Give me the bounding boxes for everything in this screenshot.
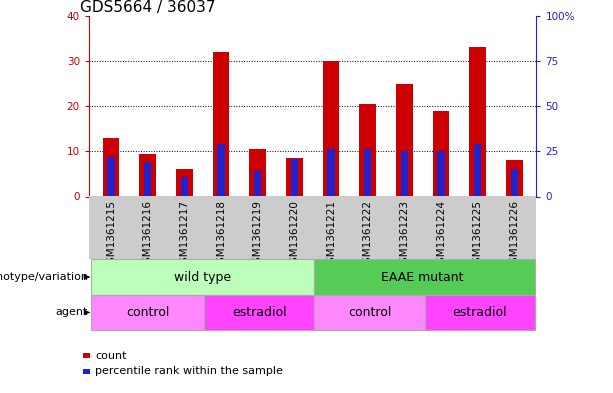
Text: GSM1361224: GSM1361224: [436, 200, 446, 270]
Text: agent: agent: [56, 307, 88, 318]
Text: genotype/variation: genotype/variation: [0, 272, 88, 282]
Text: GSM1361221: GSM1361221: [326, 200, 336, 270]
Bar: [511, 169, 518, 196]
Bar: [437, 151, 444, 196]
Text: GSM1361216: GSM1361216: [143, 200, 153, 270]
Text: percentile rank within the sample: percentile rank within the sample: [95, 366, 283, 376]
Bar: [359, 104, 376, 196]
Bar: [401, 151, 408, 196]
Bar: [396, 83, 413, 196]
Text: control: control: [348, 306, 391, 319]
Bar: [91, 295, 204, 330]
Text: GSM1361222: GSM1361222: [363, 200, 373, 270]
Text: estradiol: estradiol: [232, 306, 287, 319]
Bar: [474, 144, 481, 196]
Text: GSM1361225: GSM1361225: [473, 200, 482, 270]
Text: count: count: [95, 351, 126, 361]
Bar: [322, 61, 339, 196]
Text: control: control: [126, 306, 169, 319]
Bar: [506, 160, 523, 196]
Text: GSM1361217: GSM1361217: [179, 200, 189, 270]
Bar: [102, 138, 119, 196]
Bar: [314, 259, 535, 295]
Bar: [254, 171, 261, 196]
Text: GSM1361223: GSM1361223: [399, 200, 409, 270]
Bar: [144, 162, 151, 196]
Text: GSM1361219: GSM1361219: [253, 200, 262, 270]
Bar: [217, 144, 224, 196]
Bar: [139, 154, 156, 196]
Bar: [107, 157, 115, 196]
Text: wild type: wild type: [174, 270, 231, 284]
Bar: [425, 295, 535, 330]
Bar: [91, 259, 314, 295]
Text: GSM1361220: GSM1361220: [289, 200, 299, 270]
Bar: [286, 158, 303, 196]
Bar: [364, 149, 371, 196]
Bar: [470, 47, 486, 196]
Bar: [249, 149, 266, 196]
Bar: [204, 295, 314, 330]
Text: GSM1361215: GSM1361215: [106, 200, 116, 270]
Text: GSM1361226: GSM1361226: [509, 200, 519, 270]
Bar: [291, 158, 298, 196]
Text: EAAE mutant: EAAE mutant: [381, 270, 464, 284]
Text: GDS5664 / 36037: GDS5664 / 36037: [80, 0, 215, 15]
Bar: [176, 169, 192, 196]
Bar: [181, 176, 188, 196]
Bar: [314, 295, 425, 330]
Bar: [327, 149, 335, 196]
Bar: [433, 111, 449, 196]
Bar: [213, 52, 229, 196]
Text: estradiol: estradiol: [452, 306, 507, 319]
Text: GSM1361218: GSM1361218: [216, 200, 226, 270]
